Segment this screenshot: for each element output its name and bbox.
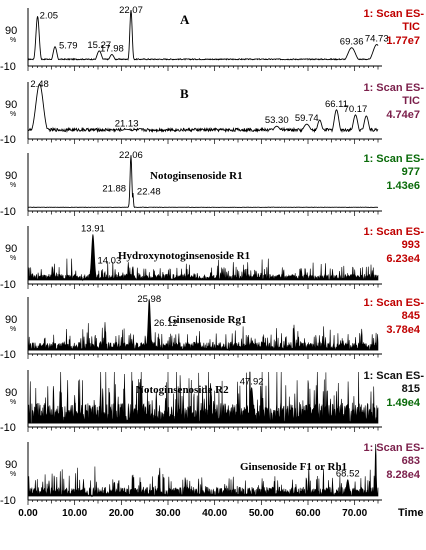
peak-label: 13.91 (81, 223, 105, 234)
trace-line (27, 371, 379, 424)
x-tick-label: 40.00 (202, 508, 227, 519)
scan-channel-label: 977 (402, 166, 420, 178)
scan-mode-label: 1: Scan ES- (363, 297, 424, 309)
peak-label: 22.06 (119, 150, 143, 161)
peak-label: 26.12 (154, 318, 178, 329)
y-tick-label: -10 (0, 206, 16, 218)
scan-channel-label: TIC (402, 21, 420, 33)
y-tick-label: 90 (5, 170, 17, 182)
trace-line (28, 9, 379, 61)
scan-channel-label: TIC (402, 95, 420, 107)
scan-mode-label: 1: Scan ES- (363, 153, 424, 165)
scan-channel-label: 845 (402, 310, 420, 322)
peak-label: 70.17 (344, 104, 368, 115)
scan-mode-label: 1: Scan ES- (363, 370, 424, 382)
peak-label: 22.07 (119, 5, 143, 16)
scan-mode-label: 1: Scan ES- (363, 82, 424, 94)
peak-label: 47.92 (240, 376, 264, 387)
peak-label: 74.73 (365, 34, 389, 45)
x-tick-label: 30.00 (155, 508, 180, 519)
panel-eic-815: 90 -10% 47.92 Notoginsenoside R2 1: Scan ES-… (0, 370, 424, 434)
trace-line (27, 83, 379, 134)
y-unit-label: % (10, 182, 16, 189)
y-unit-label: % (10, 37, 16, 44)
panel-letter: B (180, 86, 189, 101)
y-tick-label: 90 (5, 387, 17, 399)
trace-line (27, 155, 379, 209)
scan-mode-label: 1: Scan ES- (363, 226, 424, 238)
intensity-label: 1.77e7 (386, 35, 420, 47)
scan-channel-label: 815 (402, 383, 420, 395)
y-tick-label: 90 (5, 459, 17, 471)
y-tick-label: -10 (0, 422, 16, 434)
peak-label: 53.30 (265, 115, 289, 126)
intensity-label: 3.78e4 (386, 324, 421, 336)
compound-title: Hydroxynotoginsenoside R1 (118, 250, 250, 262)
x-axis-label: Time (398, 507, 423, 519)
y-tick-label: 90 (5, 314, 17, 326)
x-tick-label: 60.00 (295, 508, 320, 519)
y-tick-label: -10 (0, 349, 16, 361)
y-tick-label: 90 (5, 25, 17, 37)
scan-channel-label: 993 (402, 239, 420, 251)
peak-label: 2.48 (30, 79, 49, 90)
intensity-label: 6.23e4 (386, 253, 421, 265)
x-tick-label: 0.00 (18, 508, 38, 519)
y-tick-label: -10 (0, 279, 16, 291)
peak-label: 21.13 (115, 118, 139, 129)
peak-label: 69.36 (340, 37, 364, 48)
y-tick-label: -10 (0, 495, 16, 507)
trace-line (27, 443, 379, 498)
scan-mode-label: 1: Scan ES- (363, 442, 424, 454)
y-unit-label: % (10, 111, 16, 118)
peak-label: 22.48 (137, 187, 161, 198)
intensity-label: 8.28e4 (386, 469, 421, 481)
compound-title: Ginsenoside F1 or Rh1 (240, 461, 347, 473)
panel-eic-977: 90 -10% 22.06 21.88 22.48 Notoginsenoside R1 1… (0, 150, 424, 218)
peak-label: 59.74 (295, 113, 319, 124)
y-tick-label: 90 (5, 243, 17, 255)
y-tick-label: -10 (0, 61, 16, 73)
compound-title: Ginsenoside Rg1 (168, 314, 247, 326)
compound-title: Notoginsenoside R2 (136, 384, 229, 396)
x-tick-label: 70.00 (342, 508, 367, 519)
x-tick-label: 10.00 (62, 508, 87, 519)
y-unit-label: % (10, 255, 16, 262)
y-tick-label: 90 (5, 99, 17, 111)
peak-label: 17.98 (100, 44, 124, 55)
peak-label: 2.05 (40, 10, 59, 21)
y-unit-label: % (10, 471, 16, 478)
y-unit-label: % (10, 399, 16, 406)
y-tick-label: -10 (0, 134, 16, 146)
trace-line (27, 234, 379, 282)
peak-label: 66.11 (325, 99, 348, 110)
intensity-label: 1.43e6 (386, 180, 420, 192)
peak-label: 25.98 (137, 294, 161, 305)
panel-eic-683: 90 -10% 0.00 10.00 20.00 30.00 40.00 50.00 60.00… (0, 442, 424, 519)
peak-label: 14.03 (97, 255, 121, 266)
peak-label: 5.79 (59, 41, 78, 52)
trace-line (27, 299, 379, 351)
y-unit-label: % (10, 326, 16, 333)
scan-channel-label: 683 (402, 455, 420, 467)
peak-label: 15.27 (87, 40, 111, 51)
x-tick-label: 20.00 (109, 508, 134, 519)
panel-letter: A (180, 12, 190, 27)
intensity-label: 1.49e4 (386, 397, 421, 409)
peak-label: 21.88 (102, 183, 126, 194)
compound-title: Notoginsenoside R1 (150, 170, 243, 182)
x-tick-label: 50.00 (249, 508, 274, 519)
scan-mode-label: 1: Scan ES- (363, 8, 424, 20)
peak-label: 68.52 (336, 469, 360, 480)
intensity-label: 4.74e7 (386, 109, 420, 121)
